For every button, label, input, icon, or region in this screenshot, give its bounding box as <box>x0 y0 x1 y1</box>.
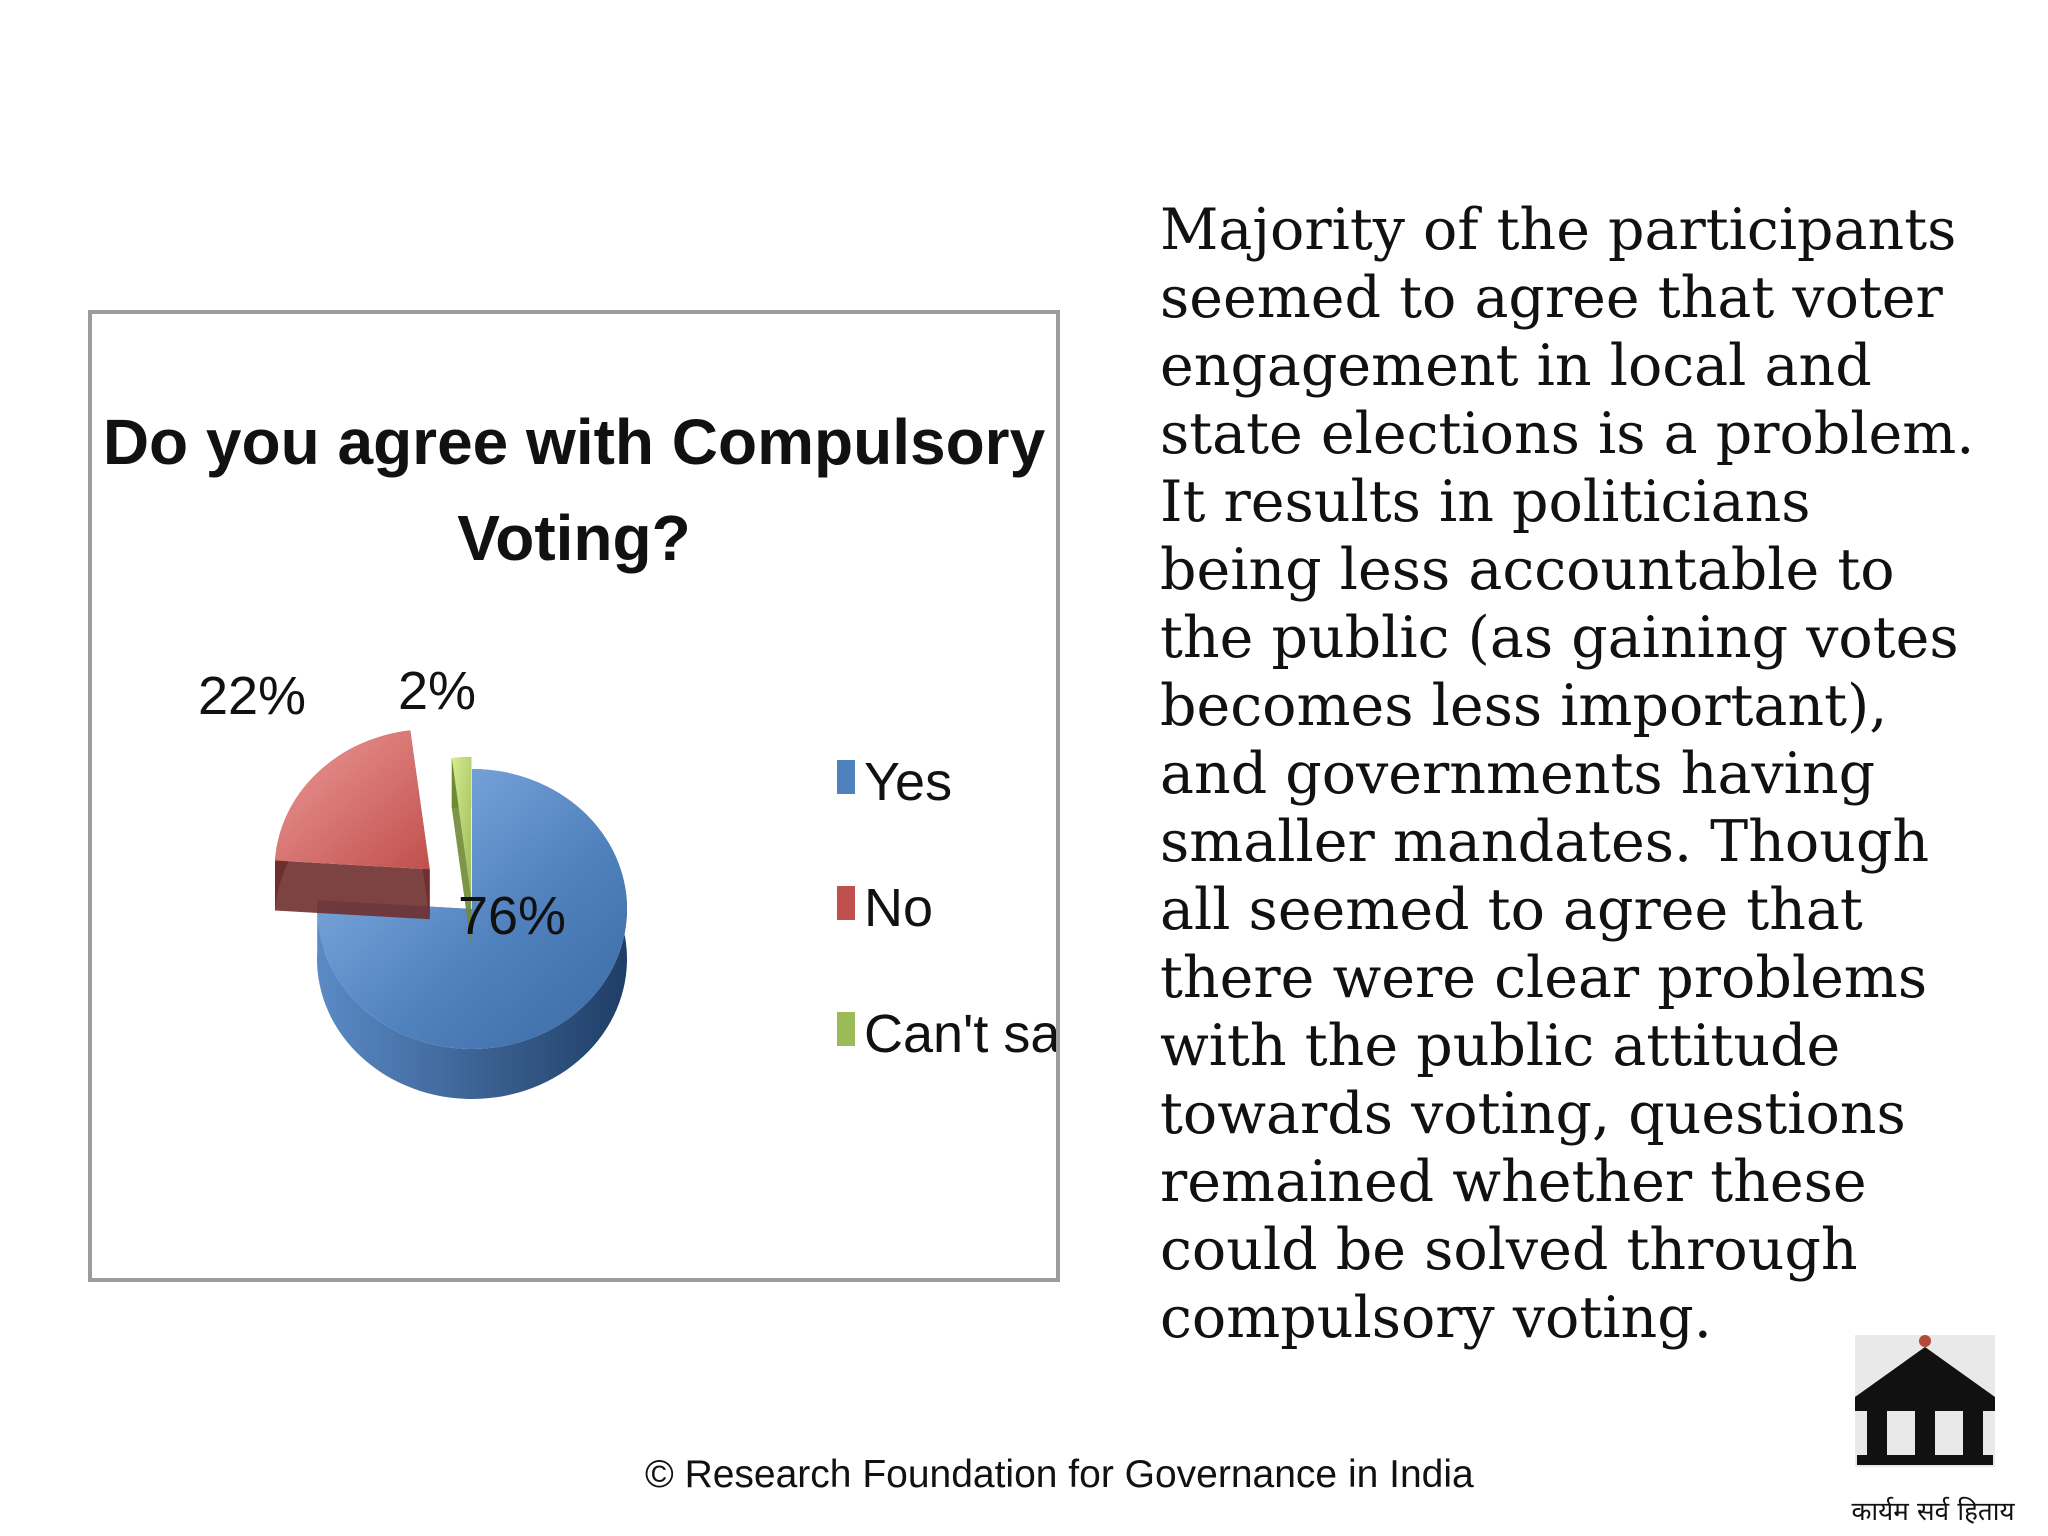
pie-slice-can-t-say <box>451 757 472 948</box>
pie-slice-edge <box>275 860 430 920</box>
pie-slice-no <box>275 730 430 920</box>
pie-slice-top <box>317 769 627 1049</box>
legend-label-yes: Yes <box>864 752 952 812</box>
chart-legend: Yes No Can't say <box>837 752 1056 1064</box>
pie-slices <box>275 730 627 1099</box>
chart-title: Do you agree with Compulsory Voting? <box>103 406 1046 574</box>
chart-title-line-1: Do you agree with Compulsory <box>103 406 1046 478</box>
slice-labels: 76% 22% 2% <box>198 661 566 946</box>
legend-label-can-t-say: Can't say <box>864 1004 1056 1064</box>
legend-swatch-can-t-say <box>837 1012 855 1046</box>
temple-pillars-icon <box>1855 1335 1995 1467</box>
logo-motto: कार्यम सर्व हिताय <box>1851 1497 2015 1527</box>
legend-swatch-yes <box>837 760 855 794</box>
slice-label-yes: 76% <box>458 886 566 946</box>
chart-title-line-2: Voting? <box>457 502 690 574</box>
copyright-footer: © Research Foundation for Governance in … <box>645 1453 1474 1496</box>
slide-body-text: Majority of the participants seemed to a… <box>1160 197 1975 1351</box>
slice-label-can-t-say: 2% <box>398 661 476 721</box>
legend-swatch-no <box>837 886 855 920</box>
pie-slice-top <box>451 757 472 898</box>
legend-label-no: No <box>864 878 933 938</box>
pie-chart: Do you agree with Compulsory Voting? 76% 2… <box>103 406 1056 1099</box>
chart-frame: Do you agree with Compulsory Voting? 76% 2… <box>88 310 1060 1282</box>
slice-label-no: 22% <box>198 666 306 726</box>
pie-slice-top <box>275 730 430 870</box>
pie-slice-edge <box>451 758 472 948</box>
